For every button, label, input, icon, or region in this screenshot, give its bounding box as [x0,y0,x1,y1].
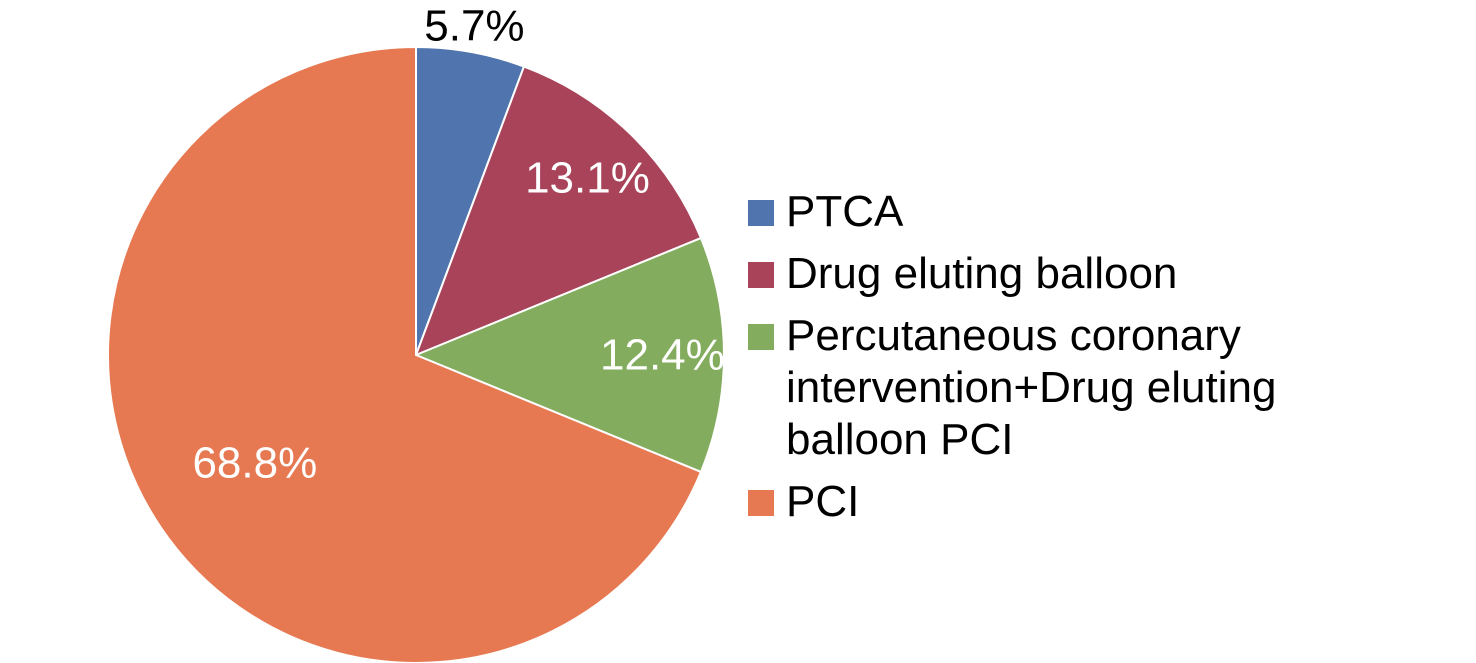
legend-swatch-ptca [748,200,774,226]
legend-item-pci: PCI [748,476,1448,528]
data-label-ptca: 5.7% [424,2,524,51]
data-label-pci: 68.8% [192,439,317,488]
legend-swatch-drug-eluting-balloon [748,262,774,288]
legend-swatch-pci [748,490,774,516]
legend-swatch-pci-plus-dcb [748,324,774,350]
legend-label-ptca: PTCA [786,186,1406,238]
chart-legend: PTCA Drug eluting balloon Percutaneous c… [748,186,1448,538]
legend-item-pci-plus-dcb: Percutaneous coronary intervention+Drug … [748,310,1448,466]
data-label-drug-eluting-balloon: 13.1% [525,154,650,203]
legend-item-ptca: PTCA [748,186,1448,238]
legend-label-pci: PCI [786,476,1406,528]
data-label-percutaneous-coronary-intervention-drug-eluting-balloon-pci: 12.4% [600,331,725,380]
legend-label-drug-eluting-balloon: Drug eluting balloon [786,248,1406,300]
legend-item-drug-eluting-balloon: Drug eluting balloon [748,248,1448,300]
legend-label-pci-plus-dcb: Percutaneous coronary intervention+Drug … [786,310,1406,466]
